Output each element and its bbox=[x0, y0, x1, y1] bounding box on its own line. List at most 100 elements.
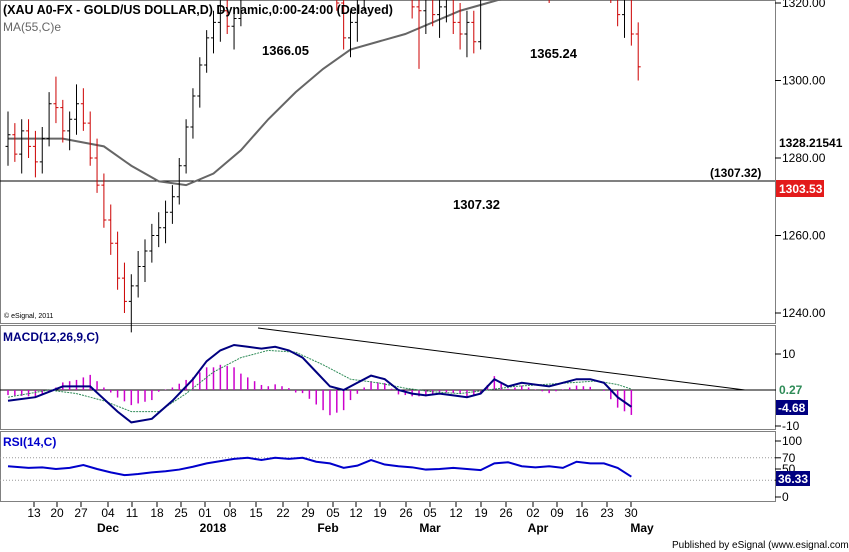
copyright-text: © eSignal, 2011 bbox=[4, 312, 54, 320]
price-bar bbox=[156, 212, 162, 248]
level-annotation: (1307.32) bbox=[710, 166, 761, 180]
price-bar bbox=[108, 204, 114, 255]
time-tick-label: 19 bbox=[373, 506, 387, 520]
price-bar bbox=[101, 173, 107, 228]
price-bar bbox=[190, 88, 196, 139]
macd-value-badge bbox=[776, 400, 808, 415]
time-tick-label: 20 bbox=[50, 506, 64, 520]
rsi-tick-label: 0 bbox=[782, 490, 789, 504]
ma-value-text: 1328.21541 bbox=[779, 136, 843, 150]
price-bar bbox=[60, 99, 66, 143]
price-bar bbox=[204, 30, 210, 73]
macd-signal-badge bbox=[776, 382, 804, 397]
time-tick-label: 09 bbox=[550, 506, 564, 520]
price-panel bbox=[0, 0, 776, 324]
price-bar bbox=[452, 0, 456, 34]
price-bar bbox=[163, 200, 169, 244]
price-bar bbox=[464, 10, 470, 58]
price-bar bbox=[39, 127, 45, 174]
macd-signal-line bbox=[7, 349, 632, 413]
price-bar bbox=[67, 111, 73, 151]
rsi-value-badge bbox=[776, 471, 810, 486]
price-bar bbox=[128, 274, 134, 333]
time-tick-label: 12 bbox=[349, 506, 363, 520]
footer-text: Published by eSignal (www.esignal.com) bbox=[672, 540, 849, 551]
price-bar bbox=[12, 123, 18, 162]
price-bar bbox=[183, 119, 189, 174]
price-bar bbox=[224, 0, 230, 34]
price-axis: 1380.001360.001340.001320.001300.001280.… bbox=[775, 0, 826, 320]
price-bar bbox=[238, 0, 242, 27]
macd-panel bbox=[0, 325, 776, 430]
macd-trendline bbox=[257, 327, 746, 391]
ma-legend: MA(55,C)e bbox=[3, 20, 61, 34]
price-bar bbox=[26, 119, 32, 158]
price-bar bbox=[19, 119, 25, 174]
time-tick-label: 08 bbox=[223, 506, 237, 520]
last-price-text: 1303.53 bbox=[779, 182, 823, 196]
macd-tick-label: -10 bbox=[782, 419, 800, 433]
price-bar bbox=[53, 76, 59, 124]
time-tick-label: 27 bbox=[74, 506, 88, 520]
time-tick-label: 29 bbox=[301, 506, 315, 520]
time-tick-label: 05 bbox=[423, 506, 437, 520]
price-bar bbox=[149, 223, 155, 263]
price-bar bbox=[617, 0, 621, 27]
month-label: 2018 bbox=[200, 521, 227, 535]
price-bar bbox=[622, 0, 625, 38]
time-tick-label: 04 bbox=[101, 506, 115, 520]
time-tick-label: 11 bbox=[126, 506, 139, 520]
ma-value-badge bbox=[776, 134, 838, 150]
price-bar bbox=[5, 111, 11, 166]
price-bar bbox=[135, 251, 141, 298]
price-bars bbox=[5, 0, 641, 333]
footer-bar bbox=[0, 536, 849, 552]
price-tick-label: 1260.00 bbox=[782, 229, 826, 243]
price-bar bbox=[630, 0, 634, 46]
price-bar bbox=[443, 0, 447, 23]
price-bar bbox=[423, 0, 427, 34]
price-bar bbox=[115, 231, 121, 290]
price-bar bbox=[74, 84, 79, 135]
rsi-line bbox=[7, 456, 632, 478]
high-annotation-2: 1365.24 bbox=[530, 46, 578, 61]
price-bar bbox=[87, 111, 93, 166]
rsi-title: RSI(14,C) bbox=[3, 435, 56, 449]
price-bar bbox=[211, 10, 216, 54]
price-bar bbox=[432, 0, 436, 27]
macd-main-line bbox=[7, 343, 632, 424]
macd-title: MACD(12,26,9,C) bbox=[3, 330, 99, 344]
price-bar bbox=[46, 92, 52, 147]
time-tick-label: 18 bbox=[150, 506, 164, 520]
price-bar bbox=[32, 130, 38, 178]
price-bar bbox=[176, 158, 182, 205]
time-tick-label: 01 bbox=[198, 506, 212, 520]
price-bar bbox=[341, 0, 347, 50]
time-tick-label: 15 bbox=[249, 506, 263, 520]
time-tick-label: 23 bbox=[600, 506, 614, 520]
price-tick-label: 1320.00 bbox=[782, 0, 826, 10]
price-bar bbox=[336, 0, 340, 11]
time-tick-label: 16 bbox=[575, 506, 589, 520]
macd-tick-label: 10 bbox=[782, 347, 796, 361]
price-bar bbox=[94, 138, 100, 193]
chart-title: (XAU A0-FX - GOLD/US DOLLAR,D) Dynamic,0… bbox=[3, 3, 393, 17]
macd-histogram bbox=[7, 364, 633, 416]
price-bar bbox=[121, 262, 127, 313]
macd-signal-text: 0.27 bbox=[779, 383, 803, 397]
macd-value-text: -4.68 bbox=[778, 401, 806, 415]
price-bar bbox=[411, 0, 415, 19]
rsi-tick-label: 100 bbox=[782, 434, 802, 448]
rsi-main-line bbox=[7, 456, 632, 478]
time-tick-label: 25 bbox=[174, 506, 188, 520]
price-bar bbox=[437, 0, 443, 38]
price-bar bbox=[197, 57, 203, 108]
price-bar bbox=[80, 88, 86, 131]
price-bar bbox=[471, 10, 477, 54]
month-label: Apr bbox=[528, 521, 549, 535]
month-label: Dec bbox=[97, 521, 119, 535]
price-bar bbox=[142, 239, 148, 282]
price-bar bbox=[231, 6, 237, 50]
time-tick-label: 05 bbox=[326, 506, 340, 520]
